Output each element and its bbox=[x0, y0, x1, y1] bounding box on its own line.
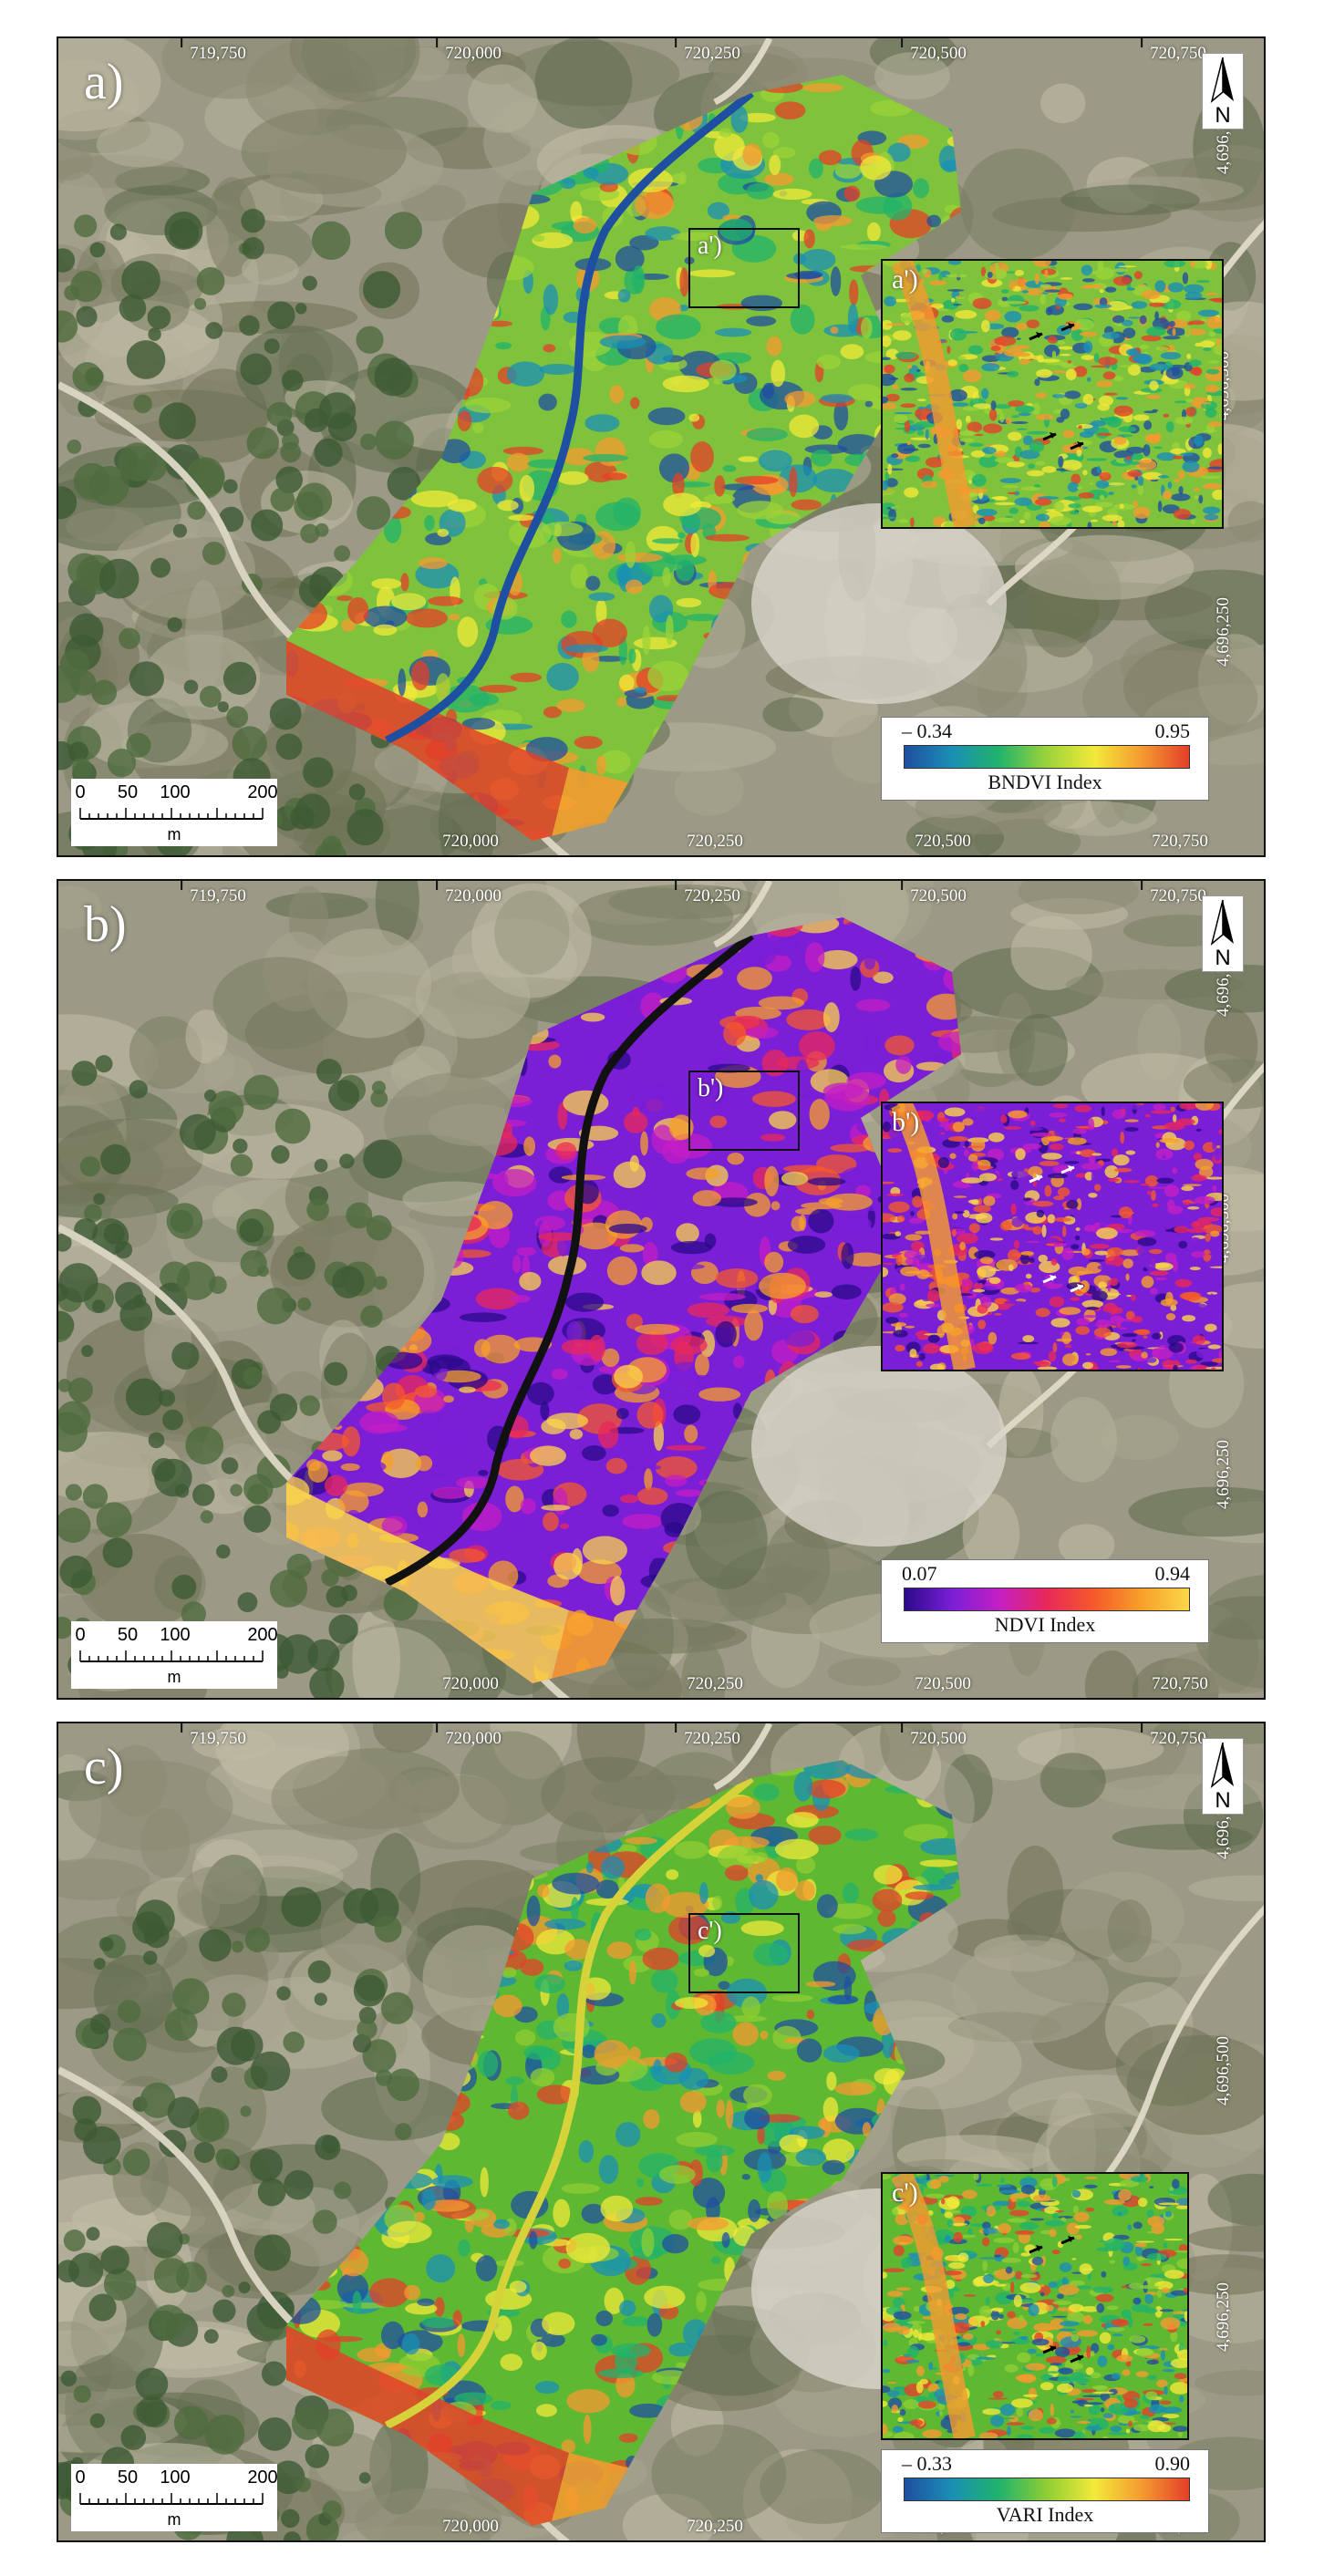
colorbar-legend: – 0.33 0.90 VARI Index bbox=[881, 2449, 1209, 2533]
scale-bar-unit: m bbox=[167, 1668, 181, 1686]
scale-bar: 0 50 100 200 m bbox=[71, 2464, 278, 2531]
easting-tick-label: 720,500 bbox=[915, 832, 971, 851]
north-arrow-icon: N bbox=[1202, 895, 1244, 972]
inset-locator-box: b') bbox=[688, 1071, 800, 1151]
colorbar-max: 0.90 bbox=[1154, 2452, 1191, 2475]
scale-bar-label: 200 bbox=[247, 1625, 278, 1645]
satellite-basemap bbox=[58, 1723, 1264, 2540]
scale-bar-unit: m bbox=[167, 2510, 181, 2529]
easting-tick-label: 720,250 bbox=[687, 1674, 743, 1693]
easting-tick-label: 720,750 bbox=[1141, 881, 1206, 905]
scale-bar-label: 50 bbox=[117, 2467, 139, 2488]
map-panel-c: c) 719,750 720,000 720,250 720,500 720,750 720… bbox=[57, 1722, 1266, 2542]
inset-locator-label: c') bbox=[698, 1917, 722, 1945]
scale-bar: 0 50 100 200 m bbox=[71, 779, 278, 846]
inset-zoom-map: c') bbox=[881, 2172, 1189, 2440]
north-label: N bbox=[1215, 946, 1231, 970]
easting-tick-label: 719,750 bbox=[181, 38, 246, 63]
scale-bar-unit: m bbox=[167, 825, 181, 843]
easting-tick-label: 720,250 bbox=[675, 1723, 740, 1748]
scale-bar-label: 100 bbox=[160, 2467, 191, 2488]
easting-tick-label: 720,250 bbox=[675, 881, 740, 905]
scale-bar-label: 0 bbox=[75, 2467, 86, 2488]
inset-zoom-map: a') bbox=[881, 259, 1224, 529]
panel-label: c) bbox=[84, 1739, 124, 1795]
easting-tick-label: 720,000 bbox=[442, 2517, 499, 2536]
scale-bar: 0 50 100 200 m bbox=[71, 1621, 278, 1689]
north-arrow-icon: N bbox=[1202, 53, 1244, 129]
easting-tick-label: 720,750 bbox=[1141, 38, 1206, 63]
north-label: N bbox=[1215, 103, 1231, 128]
scale-bar-label: 200 bbox=[247, 2467, 278, 2488]
easting-tick-label: 720,250 bbox=[687, 2517, 743, 2536]
colorbar-max: 0.94 bbox=[1154, 1562, 1191, 1585]
colorbar bbox=[904, 2478, 1190, 2501]
scale-bar-label: 100 bbox=[160, 1625, 191, 1645]
easting-tick-label: 720,250 bbox=[687, 832, 743, 851]
easting-tick-label: 720,750 bbox=[1152, 832, 1208, 851]
easting-tick-label: 720,500 bbox=[901, 1723, 967, 1748]
inset-locator-box: a') bbox=[688, 228, 800, 308]
northing-tick-label: 4,696,250 bbox=[1214, 1440, 1233, 1509]
easting-tick-label: 720,000 bbox=[442, 832, 499, 851]
inset-label: a') bbox=[892, 264, 918, 295]
easting-tick-label: 720,500 bbox=[901, 881, 967, 905]
colorbar bbox=[904, 1588, 1190, 1611]
inset-locator-label: a') bbox=[698, 232, 722, 260]
easting-tick-label: 720,750 bbox=[1141, 1723, 1206, 1748]
inset-label: b') bbox=[892, 1107, 920, 1137]
panel-label: b) bbox=[84, 896, 127, 953]
panel-label: a) bbox=[84, 54, 124, 110]
colorbar-max: 0.95 bbox=[1154, 719, 1191, 742]
northing-tick-label: 4,696,250 bbox=[1214, 2282, 1233, 2352]
easting-tick-label: 720,000 bbox=[436, 881, 502, 905]
scale-bar-label: 0 bbox=[75, 1625, 86, 1645]
scale-bar-label: 0 bbox=[75, 782, 86, 802]
easting-tick-label: 720,750 bbox=[1152, 1674, 1208, 1693]
easting-tick-label: 720,000 bbox=[436, 38, 502, 63]
northing-tick-label: 4,696,250 bbox=[1214, 597, 1233, 667]
colorbar-min: – 0.34 bbox=[902, 719, 952, 742]
map-panel-b: b) 719,750 720,000 720,250 720,500 720,750 720… bbox=[57, 879, 1266, 1700]
colorbar bbox=[904, 745, 1190, 769]
colorbar-title: BNDVI Index bbox=[988, 771, 1102, 793]
inset-locator-box: c') bbox=[688, 1913, 800, 1993]
easting-tick-label: 720,000 bbox=[436, 1723, 502, 1748]
northing-tick-label: 4,696,500 bbox=[1214, 2036, 1233, 2105]
easting-tick-label: 720,250 bbox=[675, 38, 740, 63]
colorbar-legend: 0.07 0.94 NDVI Index bbox=[881, 1559, 1209, 1643]
easting-tick-label: 719,750 bbox=[181, 881, 246, 905]
north-arrow-icon: N bbox=[1202, 1738, 1244, 1815]
north-label: N bbox=[1215, 1788, 1231, 1813]
scale-bar-label: 100 bbox=[160, 782, 191, 802]
inset-zoom-map: b') bbox=[881, 1102, 1224, 1371]
colorbar-min: 0.07 bbox=[902, 1562, 937, 1585]
easting-tick-label: 720,500 bbox=[901, 38, 967, 63]
inset-label: c') bbox=[892, 2178, 918, 2208]
scale-bar-label: 200 bbox=[247, 782, 278, 802]
colorbar-title: NDVI Index bbox=[994, 1613, 1096, 1636]
colorbar-legend: – 0.34 0.95 BNDVI Index bbox=[881, 717, 1209, 801]
easting-tick-label: 720,500 bbox=[915, 1674, 971, 1693]
scale-bar-label: 50 bbox=[117, 1625, 139, 1645]
easting-tick-label: 720,000 bbox=[442, 1674, 499, 1693]
scale-bar-label: 50 bbox=[117, 782, 139, 802]
easting-tick-label: 719,750 bbox=[181, 1723, 246, 1748]
map-panel-a: a) 719,750 720,000 720,250 720,500 720,750 720… bbox=[57, 36, 1266, 857]
colorbar-title: VARI Index bbox=[996, 2503, 1094, 2526]
inset-locator-label: b') bbox=[698, 1074, 724, 1102]
colorbar-min: – 0.33 bbox=[902, 2452, 952, 2475]
